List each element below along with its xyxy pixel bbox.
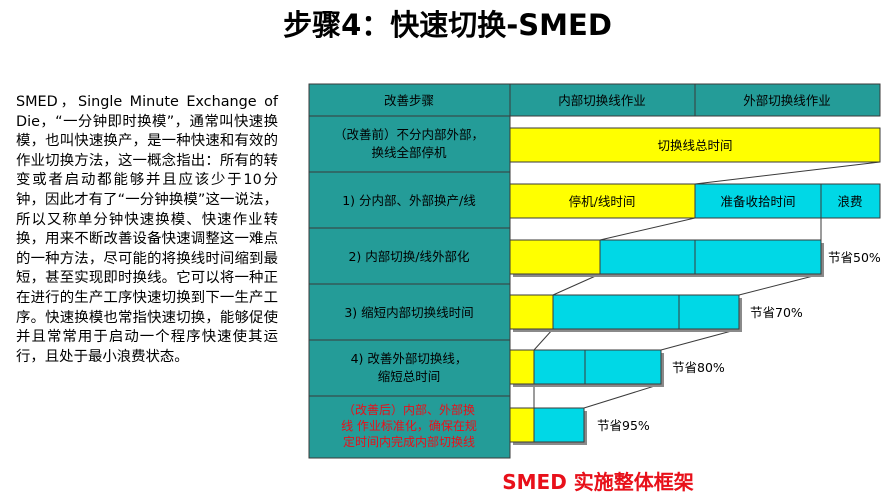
step-2-label: 2) 内部切换/线外部化 bbox=[348, 249, 470, 264]
page-title: 步骤4：快速切换-SMED bbox=[283, 8, 612, 42]
bar-external-step3-a bbox=[552, 294, 680, 330]
header-external: 外部切换线作业 bbox=[743, 93, 831, 108]
step-1-label: 1) 分内部、外部换产/线 bbox=[342, 193, 476, 208]
connector-line bbox=[583, 383, 662, 409]
header-internal-cell bbox=[509, 83, 696, 117]
diagram-caption: SMED 实施整体框架 bbox=[502, 470, 694, 494]
connector-line bbox=[738, 273, 822, 296]
step-4-line-1: 4) 改善外部切换线， bbox=[351, 351, 468, 366]
step-cell-4 bbox=[308, 339, 511, 397]
connector-line bbox=[552, 273, 601, 296]
connector-line bbox=[533, 328, 554, 351]
step-cell-before bbox=[308, 115, 511, 173]
step-cell-1 bbox=[308, 171, 511, 229]
bar-internal-after bbox=[509, 407, 535, 443]
step-after-line-3: 定时间内完成内部切换线 bbox=[343, 434, 475, 449]
bar-external-step3-b bbox=[678, 294, 740, 330]
bar-external-step4-a bbox=[533, 349, 586, 385]
intro-paragraph: SMED，Single Minute Exchange of Die，“一分钟即… bbox=[16, 94, 278, 365]
bar-external-after bbox=[533, 407, 585, 443]
bar-downtime-label: 停机/线时间 bbox=[569, 194, 636, 209]
saving-step2: 节省50% bbox=[828, 250, 881, 265]
saving-step4: 节省80% bbox=[672, 360, 725, 375]
header-external-cell bbox=[694, 83, 881, 117]
connector-line bbox=[660, 328, 740, 351]
step-before-line-2: 换线全部停机 bbox=[371, 145, 447, 160]
bar-external-step4-b bbox=[584, 349, 662, 385]
bar-waste-label: 浪费 bbox=[837, 194, 862, 209]
step-3-label: 3) 缩短内部切换线时间 bbox=[344, 305, 473, 320]
saving-after: 节省95% bbox=[597, 418, 650, 433]
header-internal: 内部切换线作业 bbox=[558, 93, 646, 108]
saving-step3: 节省70% bbox=[750, 305, 803, 320]
step-cell-3 bbox=[308, 283, 511, 341]
bar-prep-cleanup-label: 准备收拾时间 bbox=[720, 194, 795, 209]
step-after-line-2: 线 作业标准化，确保在规 bbox=[341, 418, 477, 433]
bar-downtime bbox=[509, 183, 696, 219]
bar-external-step2-a bbox=[599, 239, 696, 275]
header-steps: 改善步骤 bbox=[384, 93, 434, 108]
step-cell-2 bbox=[308, 227, 511, 285]
step-cell-after bbox=[308, 395, 511, 459]
step-after-line-1: （改善后）内部、外部换 bbox=[343, 402, 475, 417]
bar-internal-step2 bbox=[509, 239, 601, 275]
connector-line bbox=[599, 217, 696, 241]
step-4-line-2: 缩短总时间 bbox=[378, 369, 441, 384]
bar-external-step2-b bbox=[694, 239, 822, 275]
bar-total-changeover-label: 切换线总时间 bbox=[657, 138, 732, 153]
step-before-line-1: （改善前）不分内部外部， bbox=[334, 127, 484, 142]
bar-total-changeover bbox=[509, 127, 881, 163]
bar-internal-step3 bbox=[509, 294, 554, 330]
bar-waste bbox=[820, 183, 881, 219]
connector-line bbox=[694, 161, 881, 185]
bar-internal-step4 bbox=[509, 349, 535, 385]
